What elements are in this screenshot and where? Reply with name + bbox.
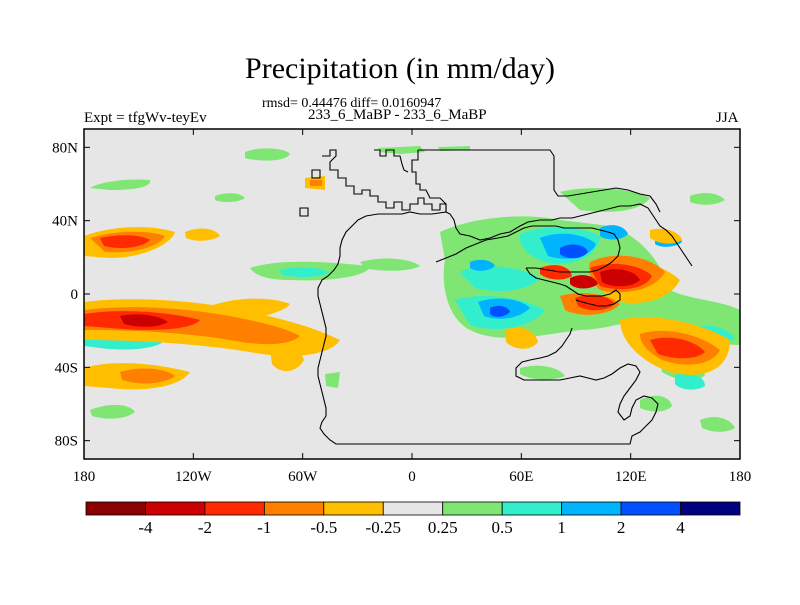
contour-blue: [600, 225, 628, 240]
colorbar-swatch: [620, 501, 681, 516]
colorbar-swatch: [85, 501, 146, 516]
north-outline: [418, 149, 661, 213]
lon-labels: 180 120W 60W 0 60E 120E 180: [73, 469, 752, 485]
contour-red: [650, 337, 705, 359]
contour-red: [100, 235, 150, 248]
colorbar-swatch: [501, 501, 563, 516]
contour-darkred: [120, 314, 168, 327]
stats-text: rmsd= 0.44476 diff= 0.0160947: [262, 96, 442, 111]
precip-contours: [84, 146, 740, 432]
colorbar-labels: -4 -2 -1 -0.5 -0.25 0.25 0.5 1 2 4: [138, 518, 685, 537]
lat-tick-label: 80S: [55, 434, 78, 450]
colorbar: [85, 501, 741, 516]
colorbar-label: 4: [676, 518, 685, 537]
contour-green: [90, 179, 151, 190]
contour-cyan: [460, 266, 540, 292]
lon-tick-label: 180: [729, 469, 752, 485]
tick-marks: [83, 129, 741, 459]
inland-outline: [435, 225, 621, 273]
contour-yellow: [505, 327, 538, 349]
lat-labels: 80N 40N 0 40S 80S: [52, 140, 78, 449]
contour-darkblue: [490, 305, 510, 317]
continent-outline-east: [411, 150, 693, 267]
contour-yellow: [185, 228, 220, 241]
contour-darkblue: [560, 244, 588, 259]
continent-outline-west: [317, 149, 659, 445]
colorbar-label: 0.25: [428, 518, 458, 537]
peninsula-outline: [525, 267, 621, 307]
contour-green: [520, 365, 565, 380]
island-outline: [311, 169, 321, 179]
contour-green: [215, 193, 245, 203]
contour-cyan: [280, 267, 330, 277]
colorbar-label: 1: [557, 518, 566, 537]
arctic-outline: [374, 149, 409, 173]
contour-green: [360, 258, 420, 271]
contour-green: [90, 404, 135, 419]
lon-tick-label: 120E: [615, 469, 647, 485]
contour-orange: [310, 180, 322, 186]
colorbar-swatch: [442, 501, 503, 516]
contour-red: [540, 265, 572, 280]
contour-darkred: [600, 269, 640, 287]
contour-cyan: [675, 373, 705, 390]
colorbar-swatch: [680, 501, 741, 516]
plot-title: Precipitation (in mm/day): [245, 52, 555, 85]
lat-tick-label: 80N: [52, 140, 78, 156]
contour-yellow: [270, 347, 304, 372]
lon-tick-label: 0: [408, 469, 416, 485]
contour-orange: [120, 368, 175, 384]
colorbar-swatch: [561, 501, 622, 516]
colorbar-label: 0.5: [492, 518, 513, 537]
colorbar-label: 2: [617, 518, 626, 537]
expt-text: Expt = tfgWv-teyEv: [84, 110, 207, 126]
lon-tick-label: 60W: [288, 469, 318, 485]
contour-green: [700, 417, 735, 432]
colorbar-label: -1: [257, 518, 271, 537]
lon-tick-label: 60E: [509, 469, 533, 485]
colorbar-swatch: [145, 501, 206, 516]
colorbar-swatch: [263, 501, 325, 516]
contour-green: [690, 193, 725, 205]
contour-yellow: [200, 298, 290, 320]
contour-green: [378, 146, 425, 154]
colorbar-swatch: [204, 501, 265, 516]
lat-tick-label: 0: [71, 287, 79, 303]
colorbar-swatch: [382, 501, 444, 516]
colorbar-label: -4: [138, 518, 153, 537]
contour-blue: [470, 259, 495, 271]
colorbar-label: -2: [198, 518, 212, 537]
contour-darkred: [570, 275, 598, 289]
lon-tick-label: 120W: [175, 469, 213, 485]
coastlines: [299, 149, 693, 445]
lat-tick-label: 40S: [55, 360, 78, 376]
case-text: 233_6_MaBP - 233_6_MaBP: [308, 107, 487, 123]
lat-tick-label: 40N: [52, 214, 78, 230]
lon-tick-label: 180: [73, 469, 96, 485]
contour-green: [245, 148, 290, 161]
colorbar-label: -0.25: [366, 518, 401, 537]
colorbar-swatch: [323, 501, 384, 516]
contour-green: [325, 372, 340, 388]
colorbar-label: -0.5: [310, 518, 337, 537]
island-outline: [299, 207, 309, 217]
season-text: JJA: [716, 110, 739, 126]
contour-green: [640, 395, 672, 412]
